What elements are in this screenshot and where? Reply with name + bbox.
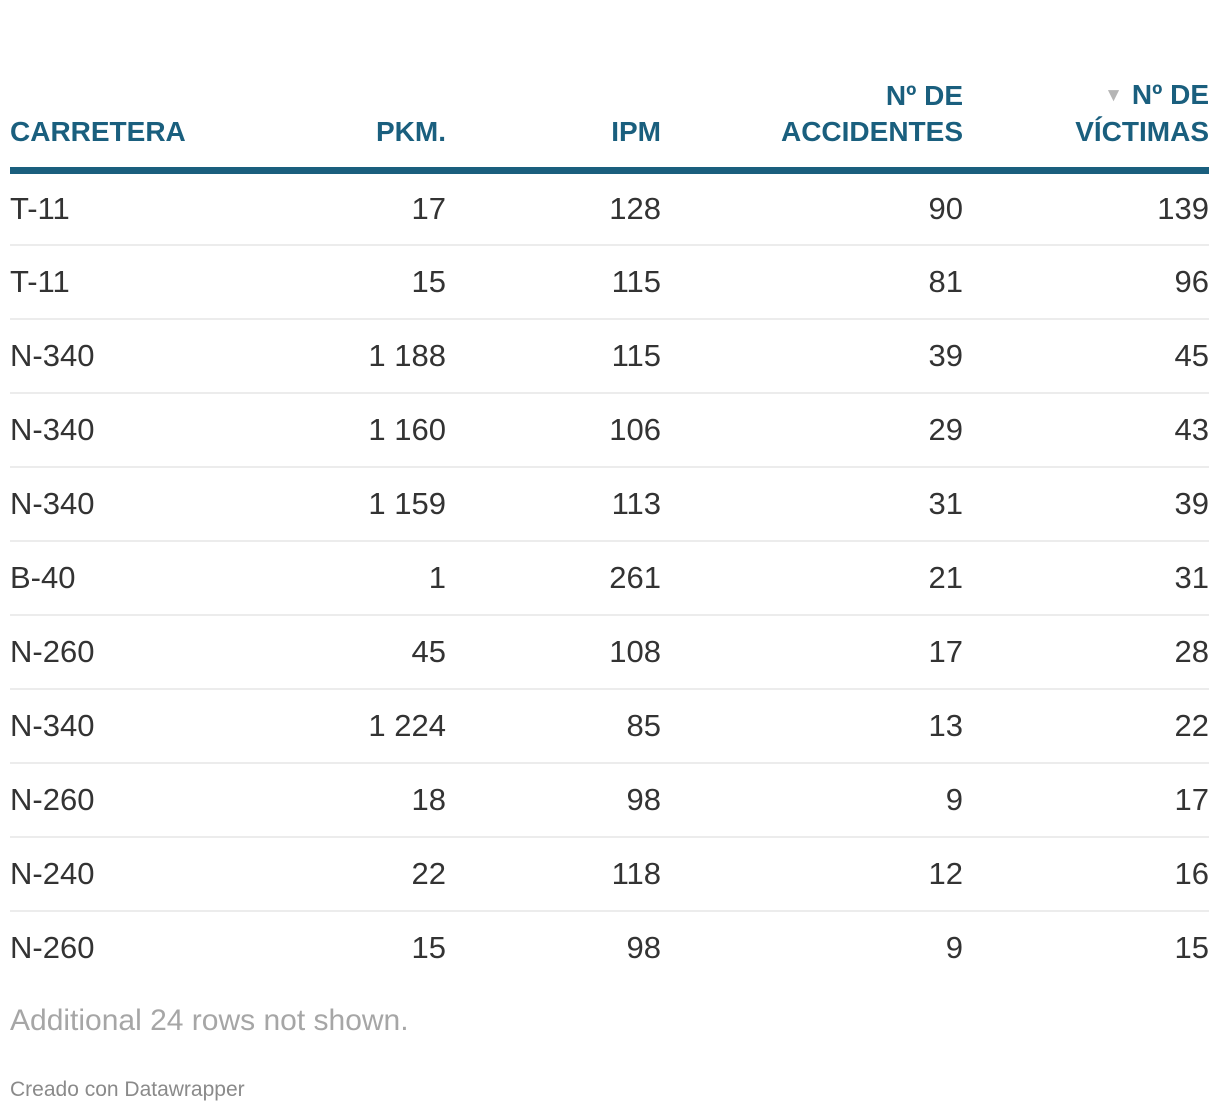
header-row: CARRETERA PKM. IPM Nº DE ACCIDENTES ▼ Nº …: [10, 0, 1209, 174]
cell-carretera: N-260: [10, 930, 95, 965]
cell-pkm: 1 224: [250, 688, 446, 764]
cell-carretera: N-260: [10, 762, 250, 838]
data-table: CARRETERA PKM. IPM Nº DE ACCIDENTES ▼ Nº …: [10, 0, 1209, 985]
cell-victimas: 96: [963, 244, 1209, 320]
cell-ipm: 85: [446, 688, 661, 764]
table-row: N-260 18 98 9 17: [10, 762, 1209, 838]
cell-accidentes: 81: [661, 244, 963, 320]
cell-carretera: B-40: [10, 540, 250, 616]
cell-ipm: 118: [446, 836, 661, 912]
cell-victimas: 31: [963, 540, 1209, 616]
cell-accidentes: 31: [661, 466, 963, 542]
table-header: CARRETERA PKM. IPM Nº DE ACCIDENTES ▼ Nº …: [10, 0, 1209, 174]
column-header-accidentes[interactable]: Nº DE ACCIDENTES: [661, 0, 963, 174]
cell-victimas: 43: [963, 392, 1209, 468]
cell-ipm: 115: [446, 244, 661, 320]
cell-carretera: N-240: [10, 836, 250, 912]
cell-accidentes: 90: [661, 170, 963, 246]
cell-pkm: 1 188: [250, 318, 446, 394]
cell-pkm: 22: [250, 836, 446, 912]
cell-ipm: 106: [446, 392, 661, 468]
column-header-label: PKM.: [376, 116, 446, 147]
table-row: T-11 17 128 90 139: [10, 170, 1209, 246]
cell-carretera: T-11: [10, 244, 250, 320]
cell-victimas: 139: [963, 170, 1209, 246]
cell-carretera: N-340: [10, 392, 250, 468]
cell-carretera: N-340: [10, 466, 250, 542]
column-header-victimas[interactable]: ▼ Nº DE VÍCTIMAS: [963, 0, 1209, 174]
table-row: N-340 1 160 106 29 43: [10, 392, 1209, 468]
cell-ipm: 115: [446, 318, 661, 394]
cell-victimas: 15: [1174, 930, 1209, 965]
table-row: N-340 1 188 115 39 45: [10, 318, 1209, 394]
column-header-carretera[interactable]: CARRETERA: [10, 0, 250, 174]
cell-ipm: 108: [446, 614, 661, 690]
cell-ipm: 128: [446, 170, 661, 246]
cell-carretera: T-11: [10, 170, 250, 246]
table-row: B-40 1 261 21 31: [10, 540, 1209, 616]
table-body: T-11 17 128 90 139 T-11 15 115 81 96 N-3…: [10, 170, 1209, 985]
cell-pkm: 17: [250, 170, 446, 246]
cell-victimas: 45: [963, 318, 1209, 394]
rows-not-shown-note: Additional 24 rows not shown.: [10, 1003, 409, 1037]
sort-desc-icon: ▼: [1104, 85, 1123, 106]
column-header-label: Nº DE VÍCTIMAS: [1075, 79, 1209, 147]
table-row: N-260 45 108 17 28: [10, 614, 1209, 690]
cell-accidentes: 12: [661, 836, 963, 912]
cell-accidentes: 9: [945, 930, 963, 965]
cell-accidentes: 21: [661, 540, 963, 616]
cell-carretera: N-340: [10, 688, 250, 764]
cell-accidentes: 13: [661, 688, 963, 764]
cell-accidentes: 9: [661, 762, 963, 838]
cell-ipm: 261: [446, 540, 661, 616]
attribution-prefix: Creado con: [10, 1077, 125, 1101]
table-row: N-340 1 224 85 13 22: [10, 688, 1209, 764]
cell-pkm: 1 160: [250, 392, 446, 468]
cell-pkm: 15: [250, 244, 446, 320]
column-header-label: CARRETERA: [10, 116, 186, 147]
cell-accidentes: 29: [661, 392, 963, 468]
table-row: N-240 22 118 12 16: [10, 836, 1209, 912]
cell-victimas: 39: [963, 466, 1209, 542]
column-header-pkm[interactable]: PKM.: [250, 0, 446, 174]
cell-victimas: 22: [963, 688, 1209, 764]
table-row: N-340 1 159 113 31 39: [10, 466, 1209, 542]
column-header-ipm[interactable]: IPM: [446, 0, 661, 174]
datawrapper-link[interactable]: Datawrapper: [124, 1077, 245, 1101]
attribution-byline: Creado con Datawrapper: [10, 1077, 1209, 1102]
column-header-label: IPM: [611, 116, 661, 147]
cell-victimas: 17: [963, 762, 1209, 838]
cell-carretera: N-340: [10, 318, 250, 394]
cell-accidentes: 39: [661, 318, 963, 394]
cell-pkm: 18: [250, 762, 446, 838]
cell-ipm: 113: [446, 466, 661, 542]
cell-victimas: 16: [963, 836, 1209, 912]
cell-ipm: 98: [446, 762, 661, 838]
table-row: T-11 15 115 81 96: [10, 244, 1209, 320]
cell-victimas: 28: [963, 614, 1209, 690]
cell-pkm: 1: [250, 540, 446, 616]
column-header-label: Nº DE ACCIDENTES: [780, 80, 963, 147]
cell-pkm: 45: [250, 614, 446, 690]
cell-pkm: 15: [411, 930, 446, 965]
cell-accidentes: 17: [661, 614, 963, 690]
table-row: N-260 15 98 9 15: [10, 911, 1209, 985]
cell-ipm: 98: [626, 930, 661, 965]
cell-pkm: 1 159: [250, 466, 446, 542]
cell-carretera: N-260: [10, 614, 250, 690]
